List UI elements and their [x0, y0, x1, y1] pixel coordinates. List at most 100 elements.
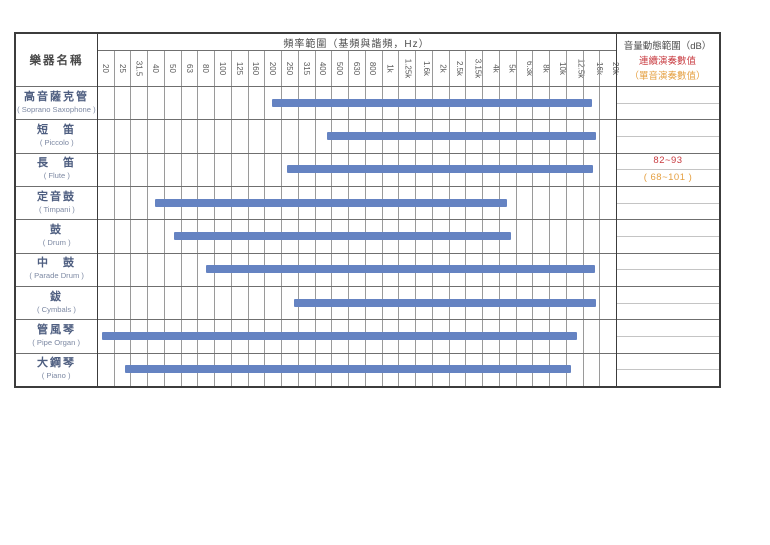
instrument-name-cell: 鼓( Drum )	[16, 219, 97, 252]
instrument-name-en: ( Pipe Organ )	[32, 338, 81, 347]
grid-line	[163, 51, 165, 386]
grid-line	[16, 319, 719, 321]
grid-line	[448, 51, 450, 386]
grid-line	[617, 102, 719, 104]
frequency-tick-cell: 6.3k	[521, 51, 538, 86]
db-header-title: 音量動態範圍（dB）	[623, 41, 712, 52]
frequency-tick-label: 50	[167, 64, 177, 73]
frequency-tick-label: 1.6k	[421, 60, 431, 77]
instrument-name-en: ( Flute )	[43, 171, 70, 180]
frequency-range-bar	[287, 165, 593, 174]
grid-line	[180, 51, 182, 386]
frequency-tick-cell: 3.15k	[468, 51, 488, 86]
frequency-tick-label: 3.15k	[473, 58, 483, 79]
frequency-range-bar	[124, 365, 571, 374]
db-range-header: 音量動態範圍（dB） 連續演奏數值 （單音演奏數值）	[616, 34, 719, 86]
grid-line	[230, 51, 232, 386]
frequency-range-bar	[102, 332, 578, 340]
grid-line	[415, 51, 417, 386]
frequency-tick-label: 80	[201, 64, 211, 73]
frequency-tick-label: 500	[335, 61, 345, 76]
frequency-tick-label: 31.5	[134, 60, 144, 77]
instrument-name-cell: 大鋼琴( Piano )	[16, 353, 97, 386]
grid-line	[515, 51, 517, 386]
grid-line	[617, 236, 719, 237]
instrument-name-cn: 鼓	[50, 224, 63, 237]
instrument-name-cn: 短 笛	[37, 124, 76, 137]
frequency-tick-label: 12.5k	[576, 58, 586, 79]
frequency-tick-cell: 40	[147, 51, 164, 86]
grid-line	[113, 51, 115, 386]
grid-line	[617, 136, 719, 137]
grid-line	[281, 51, 283, 386]
frequency-tick-cell: 80	[197, 51, 214, 86]
grid-line	[482, 51, 484, 386]
frequency-tick-label: 200	[268, 61, 278, 76]
frequency-tick-cell: 8k	[538, 51, 555, 86]
instrument-name-cell: 定音鼓( Timpani )	[16, 186, 97, 219]
frequency-range-bar	[205, 265, 596, 274]
frequency-tick-cell: 630	[348, 51, 365, 86]
frequency-tick-label: 20	[100, 64, 110, 73]
grid-line	[381, 51, 383, 386]
frequency-tick-label: 160	[251, 61, 261, 76]
grid-line	[16, 119, 719, 121]
grid-line	[130, 51, 132, 386]
frequency-range-bar	[293, 298, 596, 307]
frequency-tick-label: 125	[234, 61, 244, 76]
frequency-tick-cell: 400	[315, 51, 332, 86]
grid-line	[617, 202, 719, 204]
grid-line	[16, 252, 719, 254]
instrument-name-cn: 定音鼓	[37, 190, 76, 203]
frequency-tick-cell: 20	[97, 51, 114, 86]
instrument-name-cn: 大鋼琴	[37, 357, 76, 370]
frequency-tick-row: 20 25 31.5 40 50 63 80 100 125 160 200 250 315 400 500…	[97, 51, 621, 86]
grid-line	[498, 51, 500, 386]
frequency-range-header: 頻率範圍（基頻與諧頻，Hz）	[283, 38, 430, 50]
grid-line	[364, 51, 366, 386]
header-divider-line	[97, 50, 616, 51]
instrument-name-en: ( Piccolo )	[39, 138, 74, 147]
chart-table: 樂器名稱 頻率範圍（基頻與諧頻，Hz） 20 25 31.5 40 50 63 80 100 1…	[14, 32, 721, 388]
grid-line	[297, 51, 299, 386]
instrument-name-en: ( Soprano Saxophone )	[17, 104, 96, 114]
frequency-tick-label: 2.5k	[455, 60, 465, 77]
instrument-name-en: ( Cymbals )	[37, 304, 76, 314]
frequency-tick-label: 100	[218, 61, 228, 76]
grid-line	[147, 51, 149, 386]
frequency-range-bar	[271, 98, 592, 107]
frequency-tick-label: 400	[318, 61, 328, 76]
grid-line	[617, 269, 719, 271]
grid-line	[565, 51, 567, 386]
frequency-tick-cell: 100	[214, 51, 231, 86]
instrument-name-column-header: 樂器名稱	[29, 55, 84, 67]
grid-line	[465, 51, 467, 386]
frequency-tick-cell: 4k	[488, 51, 505, 86]
frequency-range-bar	[154, 198, 508, 207]
frequency-tick-cell: 5k	[504, 51, 521, 86]
frequency-tick-cell: 50	[164, 51, 181, 86]
frequency-tick-cell: 500	[331, 51, 348, 86]
instrument-name-en: ( Timpani )	[38, 204, 75, 214]
instrument-name-cell: 鈸( Cymbals )	[16, 286, 97, 319]
db-header-single-label: （單音演奏數值）	[629, 71, 706, 82]
frequency-range-bar	[327, 132, 596, 140]
grid-line	[314, 51, 316, 386]
instrument-name-cell: 高音薩克管( Soprano Saxophone )	[16, 86, 97, 119]
instrument-name-cn: 長 笛	[37, 157, 76, 170]
grid-line	[617, 302, 719, 304]
instrument-name-cell: 短 笛( Piccolo )	[16, 119, 97, 152]
instrument-name-en: ( Parade Drum )	[29, 271, 84, 280]
instrument-name-cell: 長 笛( Flute )	[16, 153, 97, 186]
grid-line	[97, 34, 98, 386]
grid-line	[599, 51, 601, 386]
grid-line	[431, 51, 433, 386]
instrument-name-cn: 管風琴	[37, 324, 76, 337]
grid-line	[16, 152, 719, 154]
frequency-range-bar	[174, 232, 511, 240]
frequency-tick-cell: 800	[365, 51, 382, 86]
db-continuous-value: 82~93	[653, 155, 683, 167]
frequency-tick-cell: 25	[114, 51, 131, 86]
frequency-tick-label: 1k	[385, 64, 395, 73]
